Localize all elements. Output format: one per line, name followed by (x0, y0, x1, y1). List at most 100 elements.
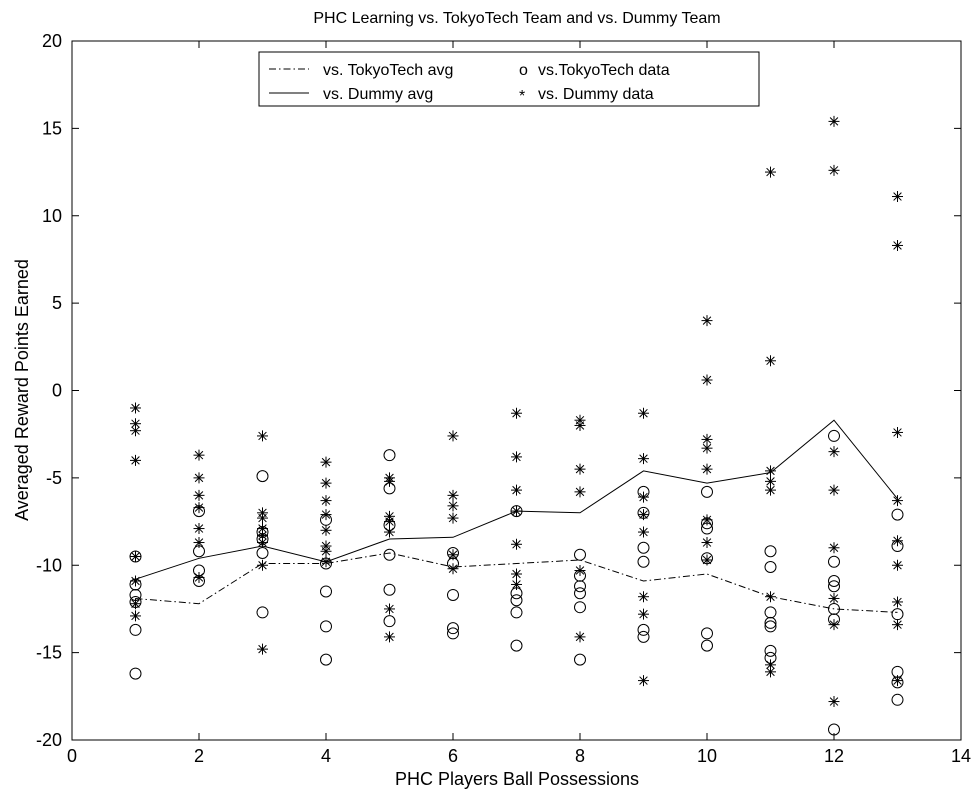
y-axis-label: Averaged Reward Points Earned (12, 259, 32, 521)
dummy-data-point (193, 571, 205, 583)
y-tick-label: 0 (52, 381, 62, 401)
dummy-data-point (447, 549, 459, 561)
y-tick-label: -15 (36, 643, 62, 663)
dummy-data-point (828, 164, 840, 176)
dummy-data-point (257, 530, 268, 542)
y-tick-label: -20 (36, 730, 62, 750)
dummy-data-point (828, 115, 840, 127)
dummy-data-point (892, 559, 903, 571)
dummy-data-point (257, 512, 268, 524)
plot-area (71, 40, 962, 741)
legend-box (258, 51, 760, 107)
x-tick-label: 12 (824, 746, 844, 766)
dummy-data-point (638, 675, 649, 687)
dummy-data-point (320, 545, 332, 557)
x-tick-label: 2 (194, 746, 204, 766)
tokyotech-data-point (764, 560, 777, 573)
dummy-data-point (320, 456, 332, 468)
dummy-data-point (257, 559, 268, 571)
dummy-data-point (130, 425, 141, 437)
dummy-data-point (320, 524, 332, 536)
y-ticks: -20 -15 -10 -5 0 5 10 15 20 (36, 31, 961, 750)
tokyotech-data-point (891, 693, 904, 706)
dummy-data-point (193, 502, 205, 514)
dummy-data-point (701, 554, 713, 566)
dummy-data-point (193, 472, 205, 484)
tokyotech-data-point (574, 548, 586, 561)
dummy-data-point (892, 239, 903, 251)
legend-label-tokyotech-avg: vs. TokyoTech avg (323, 62, 453, 79)
tokyotech-data-point (637, 623, 650, 636)
tokyotech-data-point (764, 616, 777, 629)
x-tick-label: 8 (575, 746, 585, 766)
dummy-data-point (384, 475, 395, 487)
tokyotech-data-point (828, 574, 840, 587)
y-tick-label: 15 (42, 118, 62, 138)
legend-marker-dummy-data: * (519, 88, 525, 105)
dummy-data-point (701, 315, 713, 327)
dummy-data-point (320, 556, 332, 568)
dummy-data-point (511, 484, 522, 496)
tokyotech-data-point (383, 449, 396, 462)
tokyotech-data-point (447, 588, 459, 601)
legend: vs. TokyoTech avg o vs.TokyoTech data vs… (258, 51, 760, 107)
tokyotech-data-point (828, 723, 840, 736)
dummy-data-point (447, 500, 459, 512)
dummy-data-point (765, 591, 776, 603)
dummy-data-point (892, 426, 903, 438)
dummy-data-point (130, 575, 141, 587)
tokyotech-data-point (764, 545, 777, 558)
dummy-data-point (892, 675, 903, 687)
y-tick-label: 20 (42, 31, 62, 51)
dummy-data-point (320, 495, 332, 507)
dummy-data-point (320, 509, 332, 521)
tokyotech-data-point (383, 583, 396, 596)
dummy-data-point (574, 463, 586, 475)
dummy-data-point (130, 402, 141, 414)
tokyotech-data-point (320, 620, 332, 633)
dummy-data-point (447, 563, 459, 575)
tokyotech-data-point (828, 429, 840, 442)
y-tick-label: 10 (42, 206, 62, 226)
x-axis-label: PHC Players Ball Possessions (395, 769, 639, 789)
dummy-data-point (638, 509, 649, 521)
x-tick-label: 6 (448, 746, 458, 766)
dummy-data-point (892, 495, 903, 507)
dummy-data-point (701, 537, 713, 549)
dummy-data-point (574, 564, 586, 576)
tokyotech-data-point (574, 580, 586, 593)
dummy-data-point (701, 374, 713, 386)
x-tick-label: 0 (67, 746, 77, 766)
dummy-data-point (384, 603, 395, 615)
dummy-data-point (574, 419, 586, 431)
dummy-data-point (447, 430, 459, 442)
dummy-data-point (765, 484, 776, 496)
dummy-data-point (892, 191, 903, 203)
tokyotech-data-point (510, 639, 523, 652)
tokyotech-data-point (320, 585, 332, 598)
dummy-data-point (828, 592, 840, 604)
legend-marker-tokyotech-data: o (519, 62, 528, 79)
tokyotech-data-point (256, 470, 269, 483)
dummy-data-point (511, 568, 522, 580)
legend-label-dummy-avg: vs. Dummy avg (323, 86, 433, 103)
tokyotech-data-point (701, 627, 713, 640)
dummy-data-point (320, 477, 332, 489)
dummy-data-point (511, 505, 522, 517)
tokyotech-data-point (510, 606, 523, 619)
tokyotech-data-point (129, 667, 142, 680)
dummy-data-point (828, 619, 840, 631)
tokyotech-data-point (574, 587, 586, 600)
tokyotech-data-point (637, 630, 650, 643)
dummy-data-point (828, 484, 840, 496)
dummy-data-point (257, 643, 268, 655)
dummy-data-point (511, 451, 522, 463)
x-ticks: 0 2 4 6 8 10 12 14 (67, 41, 971, 766)
dummy-data-point (765, 355, 776, 367)
tokyotech-data-point (764, 606, 777, 619)
dummy-data-point (765, 166, 776, 178)
dummy-data-point (892, 535, 903, 547)
tokyotech-data-point (701, 485, 713, 498)
dummy-data-point (638, 491, 649, 503)
